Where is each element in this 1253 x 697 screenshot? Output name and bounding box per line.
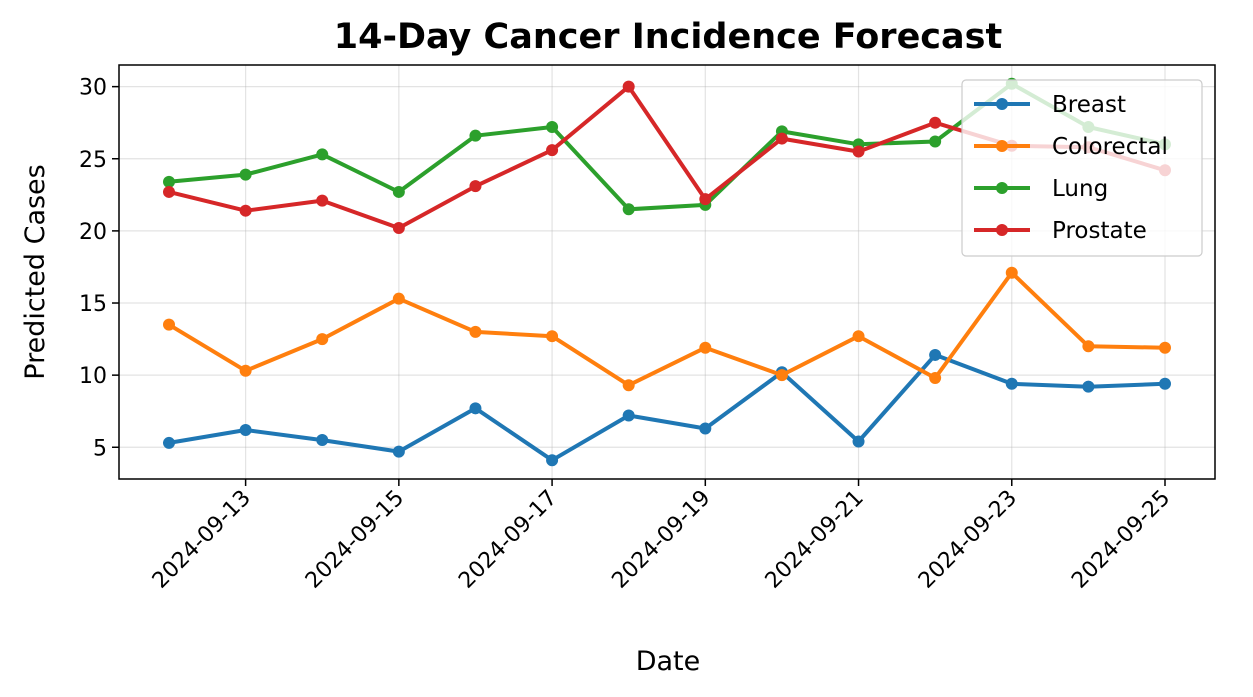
legend-label: Breast xyxy=(1052,92,1126,118)
data-point-colorectal xyxy=(1082,340,1095,353)
data-point-colorectal xyxy=(929,372,942,385)
x-tick-label: 2024-09-21 xyxy=(761,486,869,594)
x-axis: 2024-09-13 2024-09-15 2024-09-17 2024-09-19… xyxy=(148,479,1175,594)
y-tick-label: 10 xyxy=(79,364,107,389)
data-point-colorectal xyxy=(775,369,788,382)
x-tick-label: 2024-09-23 xyxy=(914,486,1022,594)
data-point-breast xyxy=(1159,377,1171,390)
y-tick-label: 20 xyxy=(79,220,107,245)
legend-marker xyxy=(996,182,1008,194)
data-point-lung xyxy=(929,135,942,148)
data-point-colorectal xyxy=(163,318,175,331)
data-point-prostate xyxy=(239,204,252,217)
data-point-breast xyxy=(1082,380,1095,393)
data-point-colorectal xyxy=(469,325,482,338)
legend-marker xyxy=(996,140,1008,152)
data-point-prostate xyxy=(852,145,865,158)
data-point-colorectal xyxy=(1005,266,1018,279)
data-point-prostate xyxy=(546,144,559,157)
x-tick-label: 2024-09-13 xyxy=(148,486,256,594)
data-point-breast xyxy=(239,423,252,436)
data-point-prostate xyxy=(775,132,788,145)
data-point-prostate xyxy=(622,80,635,93)
data-point-lung xyxy=(316,148,329,161)
data-point-breast xyxy=(546,454,559,467)
data-point-prostate xyxy=(392,222,405,235)
data-point-breast xyxy=(1005,377,1018,390)
chart-title: 14-Day Cancer Incidence Forecast xyxy=(334,17,1003,57)
data-point-prostate xyxy=(163,185,175,198)
y-axis-label: Predicted Cases xyxy=(20,164,51,379)
y-tick-label: 15 xyxy=(79,292,107,317)
data-point-breast xyxy=(469,402,482,415)
data-point-colorectal xyxy=(316,333,329,346)
data-point-prostate xyxy=(699,193,712,206)
y-tick-label: 30 xyxy=(79,76,107,101)
data-point-breast xyxy=(929,348,942,361)
y-tick-label: 5 xyxy=(93,436,107,461)
data-point-prostate xyxy=(929,116,942,129)
data-point-breast xyxy=(163,436,175,449)
data-point-lung xyxy=(163,175,175,188)
data-point-colorectal xyxy=(546,330,559,343)
y-axis: 5 10 15 20 25 30 xyxy=(79,76,119,461)
legend-label: Lung xyxy=(1052,176,1108,202)
data-point-colorectal xyxy=(622,379,635,392)
data-point-colorectal xyxy=(392,292,405,305)
data-point-lung xyxy=(546,121,559,134)
legend-marker xyxy=(996,224,1008,236)
series-line-breast xyxy=(167,352,1167,463)
y-tick-label: 25 xyxy=(79,148,107,173)
data-point-lung xyxy=(239,168,252,181)
series-layer xyxy=(163,77,1171,467)
legend-label: Colorectal xyxy=(1052,134,1168,160)
data-point-colorectal xyxy=(699,341,712,354)
data-point-lung xyxy=(392,185,405,198)
legend: Breast Colorectal Lung Prostate xyxy=(961,79,1203,257)
data-point-prostate xyxy=(469,180,482,193)
data-point-breast xyxy=(852,435,865,448)
data-point-colorectal xyxy=(239,364,252,377)
data-point-breast xyxy=(699,422,712,435)
legend-label: Prostate xyxy=(1052,218,1147,244)
x-tick-label: 2024-09-15 xyxy=(301,486,409,594)
data-point-breast xyxy=(392,445,405,458)
data-point-lung xyxy=(622,203,635,216)
data-point-lung xyxy=(469,129,482,142)
data-point-breast xyxy=(622,409,635,422)
x-tick-label: 2024-09-17 xyxy=(454,486,562,594)
data-point-prostate xyxy=(316,194,329,207)
data-point-breast xyxy=(316,434,329,447)
legend-box xyxy=(961,79,1203,257)
x-axis-label: Date xyxy=(636,646,701,677)
x-tick-label: 2024-09-25 xyxy=(1067,486,1175,594)
legend-marker xyxy=(996,98,1008,110)
series-line-colorectal xyxy=(167,270,1167,388)
plot-frame xyxy=(118,64,1216,480)
data-point-colorectal xyxy=(852,330,865,343)
x-tick-label: 2024-09-19 xyxy=(607,486,715,594)
data-point-colorectal xyxy=(1159,341,1171,354)
